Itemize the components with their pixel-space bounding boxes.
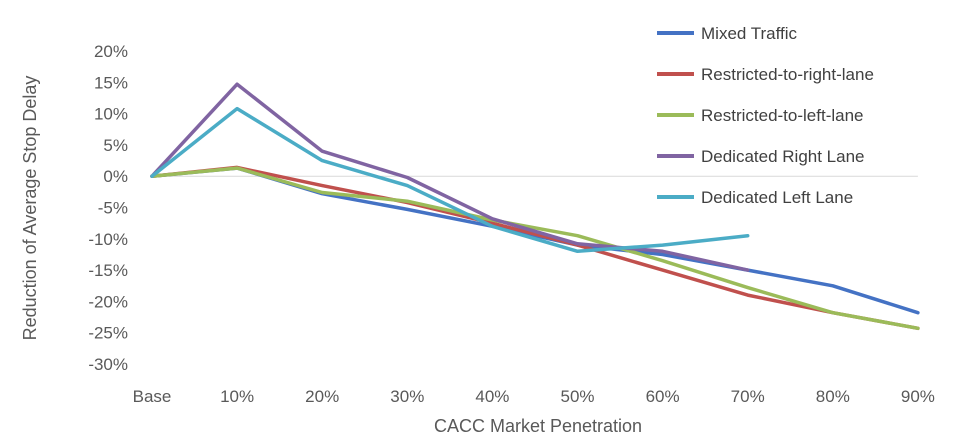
y-tick-label: 5% <box>103 136 128 155</box>
y-tick-label: 15% <box>94 73 128 92</box>
y-tick-label: -25% <box>88 324 128 343</box>
y-tick-label: 0% <box>103 167 128 186</box>
x-tick-label: 80% <box>816 387 850 406</box>
y-tick-label: -5% <box>98 199 128 218</box>
y-tick-label: -30% <box>88 355 128 374</box>
y-tick-labels: 20% 15% 10% 5% 0% -5% -10% -15% -20% -25% -30% <box>88 42 128 374</box>
series-line-dedicated-left-lane <box>150 106 750 254</box>
series-line-restricted-to-right-lane <box>150 165 920 331</box>
legend-label: Restricted-to-right-lane <box>701 65 874 84</box>
x-axis-title: CACC Market Penetration <box>434 416 642 436</box>
x-tick-label: 90% <box>901 387 935 406</box>
y-tick-label: -15% <box>88 261 128 280</box>
legend: Mixed Traffic Restricted-to-right-lane Res… <box>657 24 874 207</box>
x-tick-label: 30% <box>390 387 424 406</box>
x-tick-label: Base <box>133 387 172 406</box>
legend-label: Dedicated Right Lane <box>701 147 865 166</box>
series-lines <box>150 82 920 331</box>
y-tick-label: -10% <box>88 230 128 249</box>
x-tick-labels: Base 10% 20% 30% 40% 50% 60% 70% 80% 90% <box>133 387 935 406</box>
legend-label: Mixed Traffic <box>701 24 798 43</box>
x-tick-label: 70% <box>731 387 765 406</box>
legend-item-dedicated-right-lane: Dedicated Right Lane <box>657 147 865 166</box>
x-tick-label: 60% <box>646 387 680 406</box>
y-axis-title: Reduction of Average Stop Delay <box>20 76 40 341</box>
y-tick-label: 20% <box>94 42 128 61</box>
x-tick-label: 20% <box>305 387 339 406</box>
x-tick-label: 50% <box>560 387 594 406</box>
series-line-restricted-to-left-lane <box>150 166 920 331</box>
legend-label: Dedicated Left Lane <box>701 188 853 207</box>
x-tick-label: 40% <box>475 387 509 406</box>
y-tick-label: 10% <box>94 105 128 124</box>
legend-item-dedicated-left-lane: Dedicated Left Lane <box>657 188 853 207</box>
legend-item-mixed-traffic: Mixed Traffic <box>657 24 798 43</box>
legend-item-restricted-to-right-lane: Restricted-to-right-lane <box>657 65 874 84</box>
y-tick-label: -20% <box>88 292 128 311</box>
series-line-dedicated-right-lane <box>150 82 750 272</box>
x-tick-label: 10% <box>220 387 254 406</box>
legend-item-restricted-to-left-lane: Restricted-to-left-lane <box>657 106 864 125</box>
legend-label: Restricted-to-left-lane <box>701 106 864 125</box>
